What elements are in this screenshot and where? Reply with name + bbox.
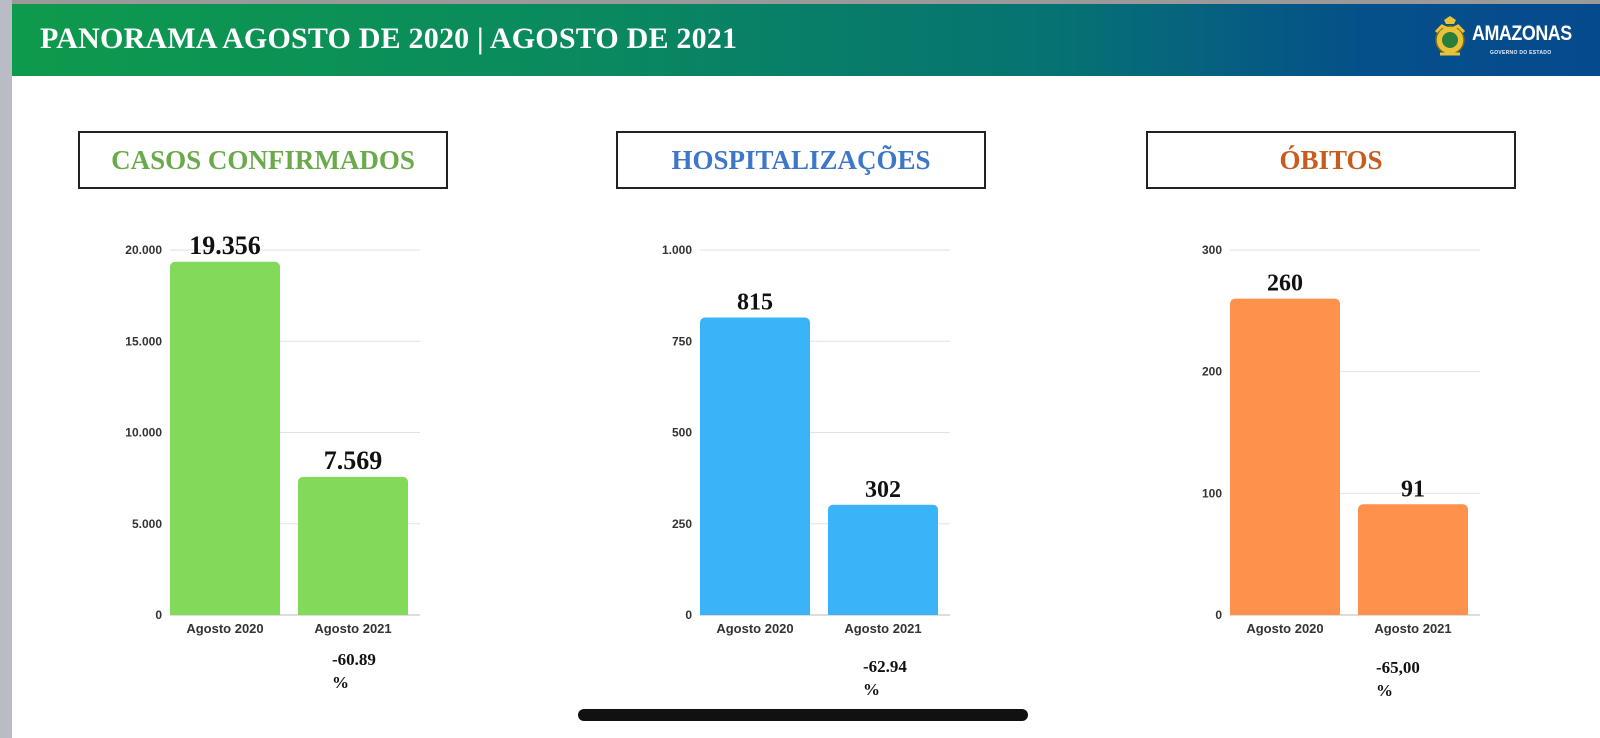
home-indicator-bar <box>578 709 1028 721</box>
hospitalizacoes-bar <box>700 317 810 615</box>
obitos-ytick-label: 200 <box>1202 365 1222 379</box>
casos-change-unit: % <box>332 673 349 692</box>
logo-text: AMAZONAS <box>1472 22 1572 45</box>
hospitalizacoes-value-label: 302 <box>865 477 901 503</box>
hospitalizacoes-ytick-label: 750 <box>672 334 692 348</box>
hospitalizacoes-category-label: Agosto 2021 <box>844 621 921 636</box>
logo-subtext: GOVERNO DO ESTADO <box>1490 50 1552 56</box>
hospitalizacoes-ytick-label: 500 <box>672 426 692 440</box>
hospitalizacoes-category-label: Agosto 2020 <box>716 621 793 636</box>
page-title: PANORAMA AGOSTO DE 2020 | AGOSTO DE 2021 <box>40 22 738 55</box>
obitos-value-label: 260 <box>1267 271 1303 297</box>
hospitalizacoes-bar-base <box>700 609 810 615</box>
hospitalizacoes-ytick-label: 250 <box>672 517 692 531</box>
obitos-value-label: 91 <box>1401 476 1425 502</box>
hospitalizacoes-value-label: 815 <box>737 290 773 316</box>
top-border <box>0 0 1600 4</box>
casos-bar <box>170 261 280 615</box>
hospitalizacoes-ytick-label: 0 <box>685 608 692 622</box>
casos-bar <box>298 476 408 615</box>
obitos-ytick-label: 300 <box>1202 243 1222 257</box>
obitos-change-unit: % <box>1376 681 1393 700</box>
hospitalizacoes-chart: 0 250 500 750 1.000 815 Agosto 2020 302 Agosto 2… <box>662 243 950 636</box>
obitos-bar-base <box>1230 609 1340 615</box>
casos-confirmados-title: CASOS CONFIRMADOS <box>78 131 448 189</box>
obitos-bar <box>1358 504 1468 615</box>
hospitalizacoes-bar <box>828 504 938 615</box>
casos-change-percent: -60.89 % <box>332 648 392 694</box>
casos-confirmados-chart: 0 5.000 10.000 15.000 20.000 19.356 Agosto 202… <box>125 231 420 636</box>
obitos-ytick-label: 100 <box>1202 486 1222 500</box>
casos-value-label: 7.569 <box>324 446 383 475</box>
amazonas-logo: AMAZONAS GOVERNO DO ESTADO <box>1432 14 1582 66</box>
obitos-title: ÓBITOS <box>1146 131 1516 189</box>
hospitalizacoes-ytick-label: 1.000 <box>662 243 692 257</box>
casos-bar-base <box>298 609 408 615</box>
hospitalizacoes-change-percent: -62.94 % <box>863 655 923 701</box>
casos-category-label: Agosto 2021 <box>314 621 391 636</box>
casos-ytick-label: 15.000 <box>125 334 162 348</box>
obitos-bar <box>1230 298 1340 615</box>
obitos-chart: 0 100 200 300 260 Agosto 2020 91 Agosto 2021 <box>1202 243 1480 636</box>
casos-ytick-label: 10.000 <box>125 426 162 440</box>
hospitalizacoes-title: HOSPITALIZAÇÕES <box>616 131 986 189</box>
casos-value-label: 19.356 <box>189 231 261 260</box>
obitos-category-label: Agosto 2021 <box>1374 621 1451 636</box>
casos-category-label: Agosto 2020 <box>186 621 263 636</box>
casos-change-value: -60.89 <box>332 650 376 669</box>
obitos-bar-base <box>1358 609 1468 615</box>
header-banner: PANORAMA AGOSTO DE 2020 | AGOSTO DE 2021… <box>12 4 1600 76</box>
amazonas-coat-of-arms-icon <box>1434 16 1466 56</box>
hospitalizacoes-change-value: -62.94 <box>863 657 907 676</box>
obitos-category-label: Agosto 2020 <box>1246 621 1323 636</box>
obitos-change-percent: -65,00 % <box>1376 656 1436 702</box>
casos-ytick-label: 0 <box>155 608 162 622</box>
hospitalizacoes-change-unit: % <box>863 680 880 699</box>
left-edge-strip <box>0 0 12 738</box>
obitos-ytick-label: 0 <box>1215 608 1222 622</box>
casos-bar-base <box>170 609 280 615</box>
hospitalizacoes-bar-base <box>828 609 938 615</box>
casos-ytick-label: 20.000 <box>125 243 162 257</box>
casos-ytick-label: 5.000 <box>132 517 162 531</box>
obitos-change-value: -65,00 <box>1376 658 1420 677</box>
